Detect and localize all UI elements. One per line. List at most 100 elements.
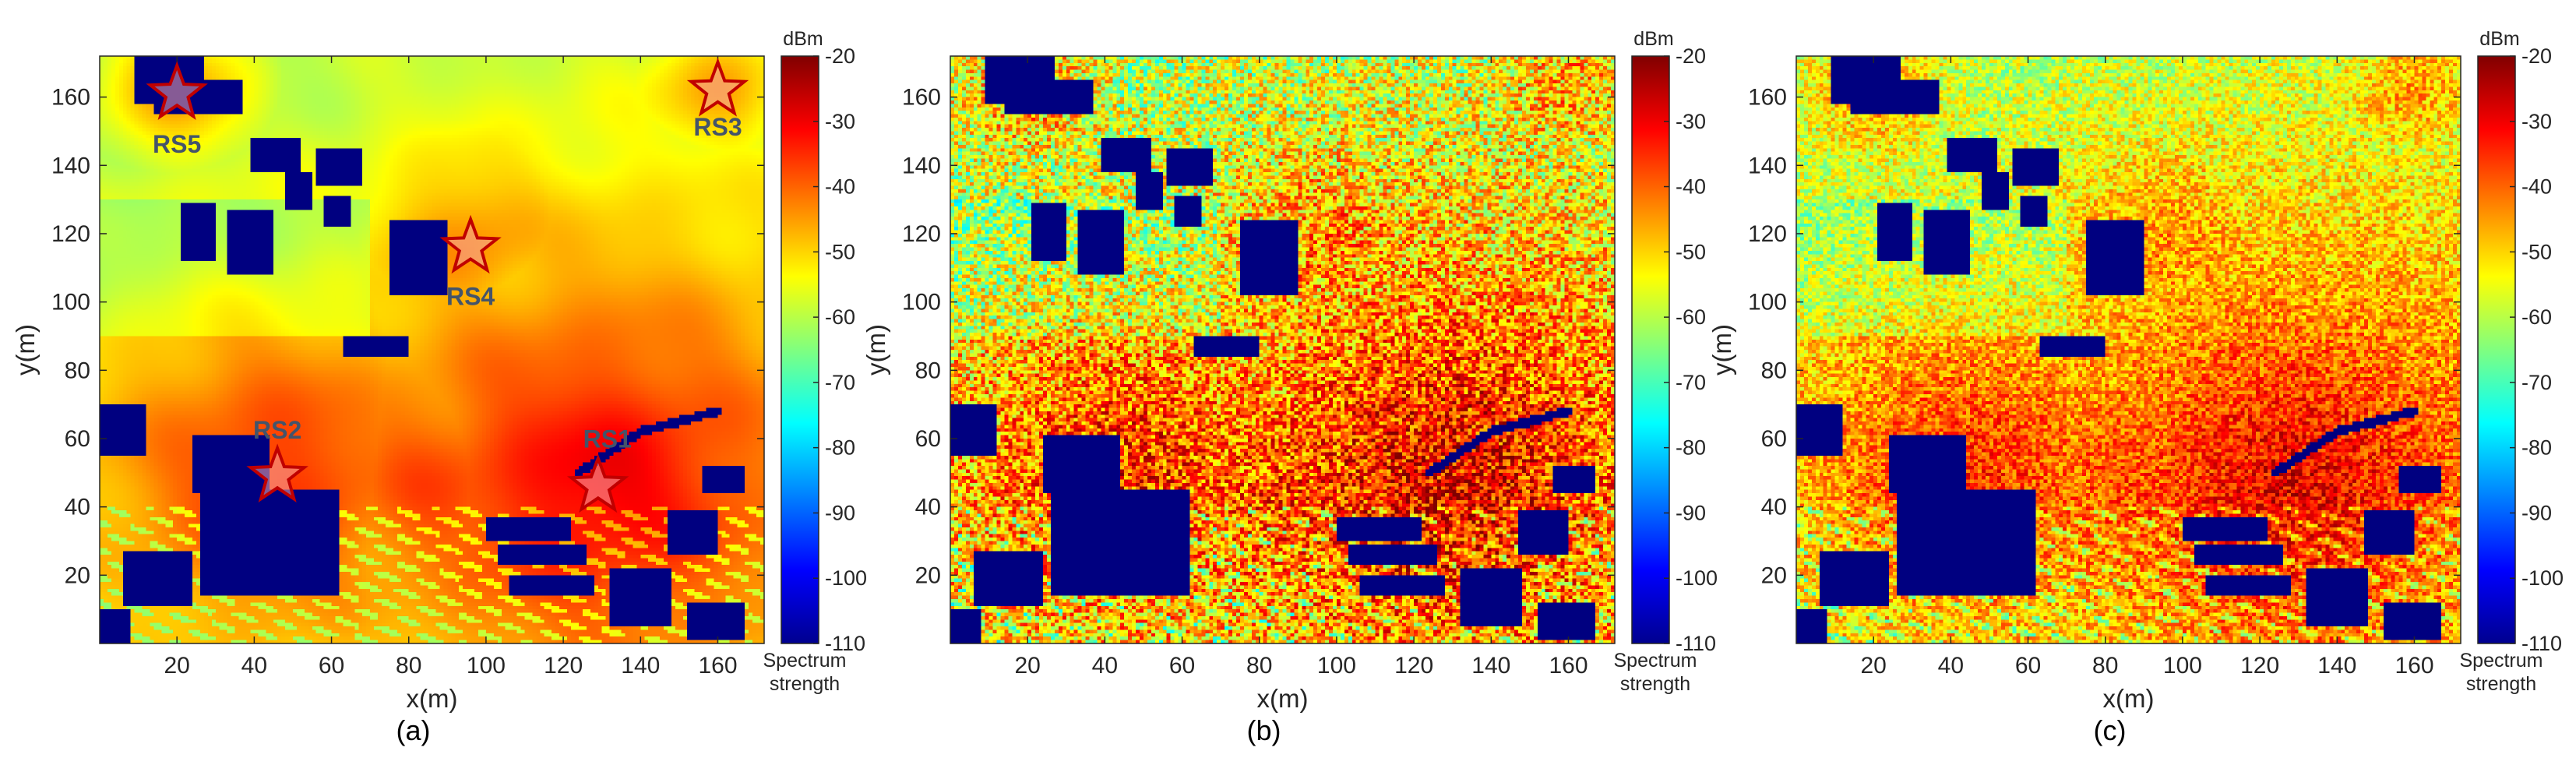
- colorbar-tick-label: -80: [2521, 436, 2552, 460]
- colorbar: [2477, 55, 2516, 644]
- panel-label: (a): [396, 714, 431, 746]
- y-tick-label: 100: [51, 290, 90, 316]
- y-tick-label: 60: [915, 426, 941, 452]
- y-tick-label: 160: [1748, 85, 1787, 111]
- colorbar-unit: dBm: [1633, 28, 1673, 50]
- x-tick-label: 20: [164, 653, 189, 679]
- y-tick-label: 160: [51, 85, 90, 111]
- plot-frame: [1795, 55, 2461, 644]
- panel-label: (c): [2094, 714, 2127, 746]
- colorbar: [1631, 55, 1670, 644]
- colorbar-tick-label: -50: [825, 240, 855, 263]
- station-label: RS2: [253, 416, 301, 444]
- colorbar-tick-label: -110: [825, 632, 865, 655]
- y-tick-label: 40: [1761, 495, 1787, 520]
- station-label: RS1: [583, 425, 632, 453]
- station-label: RS4: [446, 282, 495, 310]
- x-tick-label: 120: [1394, 653, 1433, 679]
- x-tick-label: 100: [2163, 653, 2202, 679]
- y-tick-label: 40: [915, 495, 941, 520]
- y-tick-label: 160: [902, 85, 941, 111]
- y-tick-label: 80: [1761, 358, 1787, 383]
- colorbar-tick-label: -100: [825, 566, 867, 590]
- station-marker-star: [246, 443, 308, 502]
- station-label: RS5: [153, 130, 201, 158]
- x-tick-label: 140: [1471, 653, 1510, 679]
- station-label: RS3: [693, 113, 742, 141]
- x-tick-label: 60: [2015, 653, 2041, 679]
- panel-label: (b): [1247, 714, 1281, 746]
- y-tick-label: 140: [902, 153, 941, 178]
- heatmap-raster: [100, 56, 764, 643]
- y-tick-label: 40: [65, 495, 90, 520]
- x-tick-label: 120: [2240, 653, 2279, 679]
- colorbar-tick-label: -30: [2521, 110, 2552, 133]
- colorbar-tick-label: -60: [825, 305, 855, 329]
- y-tick-label: 20: [915, 562, 941, 588]
- colorbar-tick-label: -90: [2521, 501, 2552, 524]
- station-marker-star: [439, 214, 502, 274]
- y-tick-label: 60: [1761, 426, 1787, 452]
- colorbar-tick-label: -20: [1676, 44, 1706, 68]
- y-tick-label: 80: [915, 358, 941, 383]
- y-tick-label: 140: [51, 153, 90, 178]
- x-tick-label: 120: [544, 653, 583, 679]
- colorbar-unit: dBm: [2479, 28, 2519, 50]
- x-tick-label: 160: [2395, 653, 2433, 679]
- x-tick-label: 140: [621, 653, 660, 679]
- x-tick-label: 140: [2317, 653, 2356, 679]
- colorbar-tick-label: -90: [825, 501, 855, 524]
- plot-frame: [950, 55, 1616, 644]
- y-tick-label: 120: [51, 221, 90, 247]
- y-tick-label: 100: [902, 290, 941, 316]
- colorbar-tick-label: -60: [1676, 305, 1706, 329]
- x-tick-label: 160: [698, 653, 737, 679]
- y-tick-label: 140: [1748, 153, 1787, 178]
- colorbar-tick-label: -80: [1676, 436, 1706, 460]
- colorbar-tick-label: -40: [825, 175, 855, 199]
- x-tick-label: 80: [396, 653, 421, 679]
- y-axis-label: y(m): [11, 324, 40, 375]
- station-marker-star: [567, 453, 629, 513]
- station-marker-star: [686, 58, 749, 117]
- y-tick-label: 60: [65, 426, 90, 452]
- y-tick-label: 100: [1748, 290, 1787, 316]
- colorbar-caption: strength: [770, 673, 840, 695]
- heatmap-raster: [1796, 56, 2461, 643]
- x-tick-label: 20: [1014, 653, 1040, 679]
- x-tick-label: 100: [467, 653, 506, 679]
- colorbar-tick-label: -80: [825, 436, 855, 460]
- colorbar-tick-label: -110: [1676, 632, 1716, 655]
- colorbar-tick-label: -110: [2521, 632, 2562, 655]
- x-tick-label: 20: [1860, 653, 1886, 679]
- colorbar-tick-label: -40: [1676, 175, 1706, 199]
- plot-frame: [99, 55, 765, 644]
- x-tick-label: 160: [1549, 653, 1588, 679]
- colorbar-tick-label: -90: [1676, 501, 1706, 524]
- colorbar-tick-label: -20: [2521, 44, 2552, 68]
- x-tick-label: 100: [1317, 653, 1356, 679]
- x-axis-label: x(m): [407, 684, 458, 713]
- colorbar-tick-label: -20: [825, 44, 855, 68]
- colorbar-tick-label: -100: [1676, 566, 1718, 590]
- y-axis-label: y(m): [862, 324, 890, 375]
- colorbar-tick-label: -70: [2521, 371, 2552, 394]
- x-tick-label: 40: [1092, 653, 1118, 679]
- y-axis-label: y(m): [1707, 324, 1736, 375]
- x-tick-label: 40: [241, 653, 267, 679]
- colorbar-unit: dBm: [783, 28, 823, 50]
- heatmap-raster: [950, 56, 1615, 643]
- colorbar-tick-label: -50: [1676, 240, 1706, 263]
- x-axis-label: x(m): [2103, 684, 2155, 713]
- colorbar-caption: strength: [2466, 673, 2536, 695]
- y-tick-label: 120: [1748, 221, 1787, 247]
- colorbar-tick-label: -70: [1676, 371, 1706, 394]
- colorbar: [781, 55, 819, 644]
- x-tick-label: 40: [1938, 653, 1964, 679]
- x-tick-label: 60: [1169, 653, 1195, 679]
- colorbar-tick-label: -40: [2521, 175, 2552, 199]
- colorbar-tick-label: -60: [2521, 305, 2552, 329]
- panel-c: 20 40 60 80 100 120 140 160 20 40 60 80 100 120 140 160…: [1707, 28, 2564, 746]
- y-tick-label: 120: [902, 221, 941, 247]
